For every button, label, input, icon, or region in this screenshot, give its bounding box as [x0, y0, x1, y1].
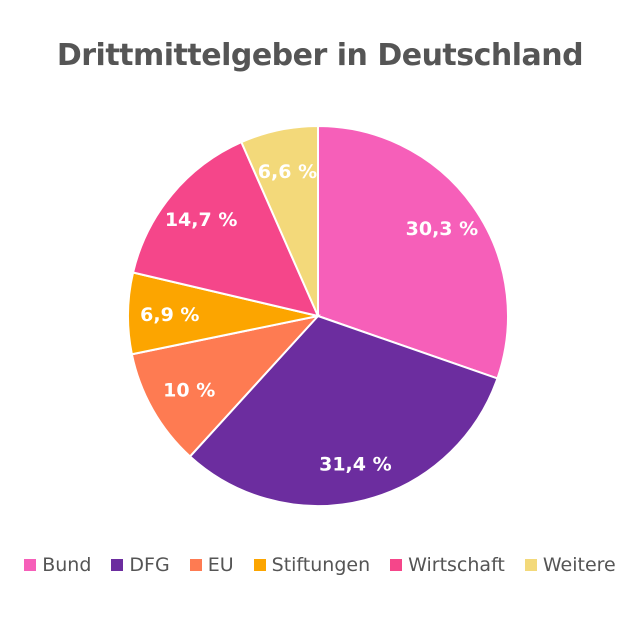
legend-swatch [390, 559, 403, 571]
data-label: 14,7 % [165, 209, 238, 231]
legend-label: Stiftungen [271, 554, 371, 576]
slice-wirtschaft [131, 140, 320, 318]
data-label: 6,6 % [258, 161, 317, 183]
legend-item: Weitere [524, 554, 616, 576]
data-label: 6,9 % [140, 304, 199, 326]
legend-swatch [24, 559, 37, 571]
legend-swatch [189, 559, 202, 571]
data-label: 30,3 % [406, 218, 479, 240]
slice-eu [130, 314, 321, 458]
data-label: 10 % [163, 379, 215, 401]
legend: Bund DFG EU Stiftungen Wirtschaft Weitere [0, 554, 640, 576]
chart-title: Drittmittelgeber in Deutschland [56, 38, 584, 73]
legend-label: Weitere [542, 554, 616, 576]
legend-item: Bund [24, 554, 91, 576]
slice-bund [317, 124, 509, 380]
legend-item: Stiftungen [253, 554, 371, 576]
slice-weitere [240, 124, 319, 317]
legend-item: Wirtschaft [390, 554, 505, 576]
data-label: 31,4 % [319, 453, 392, 475]
slice-dfg [188, 314, 499, 507]
legend-swatch [524, 559, 537, 571]
legend-item: EU [189, 554, 234, 576]
legend-label: EU [207, 554, 234, 576]
legend-label: Bund [42, 554, 92, 576]
legend-swatch [253, 559, 266, 571]
legend-label: Wirtschaft [408, 554, 505, 576]
legend-swatch [111, 559, 124, 571]
legend-item: DFG [111, 554, 170, 576]
legend-label: DFG [129, 554, 170, 576]
